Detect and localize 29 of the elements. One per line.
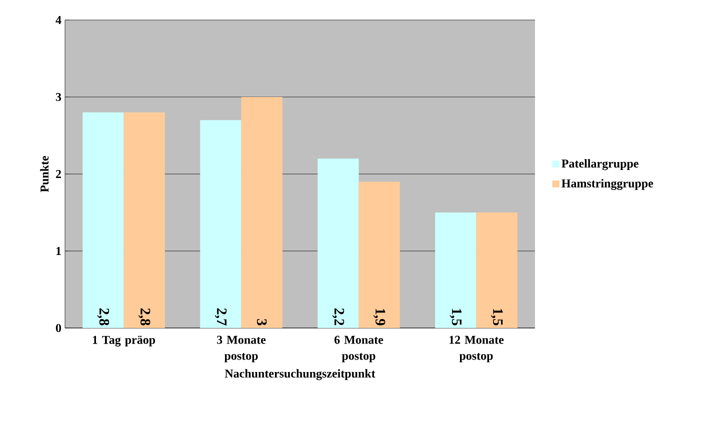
data-label: 1,9	[373, 308, 386, 326]
y-tick-label: 0	[56, 324, 62, 332]
y-tick-label: 3	[56, 92, 62, 102]
y-axis-title: Punkte	[40, 156, 49, 192]
y-tick-label: 1	[56, 247, 61, 255]
data-label: 3	[256, 319, 267, 326]
legend-label: Hamstringgruppe	[562, 178, 654, 190]
x-tick-label: 6 Monate postop	[334, 336, 384, 362]
x-tick-label: 3 Monate postop	[217, 336, 266, 362]
data-label: 2,8	[138, 308, 150, 326]
x-tick-label: 1 Tag präop	[92, 336, 156, 346]
data-label: 1,5	[490, 308, 503, 326]
bar	[476, 212, 518, 328]
data-label: 2,7	[214, 308, 227, 326]
data-label: 2,8	[97, 308, 110, 326]
bar	[241, 96, 282, 328]
bar	[124, 112, 165, 328]
y-tick-label: 4	[56, 16, 62, 24]
bar	[200, 120, 242, 328]
data-label: 2,2	[332, 308, 344, 326]
x-axis-title: Nachuntersuchungszeitpunkt	[224, 369, 376, 380]
bar	[435, 212, 476, 328]
data-label: 1,5	[450, 308, 462, 326]
legend-label: Patellargruppe	[562, 159, 638, 170]
y-tick-label: 2	[56, 170, 61, 178]
bar	[318, 158, 359, 328]
bar	[82, 112, 124, 328]
bar	[358, 182, 400, 328]
x-tick-label: 12 Monate postop	[450, 336, 504, 362]
